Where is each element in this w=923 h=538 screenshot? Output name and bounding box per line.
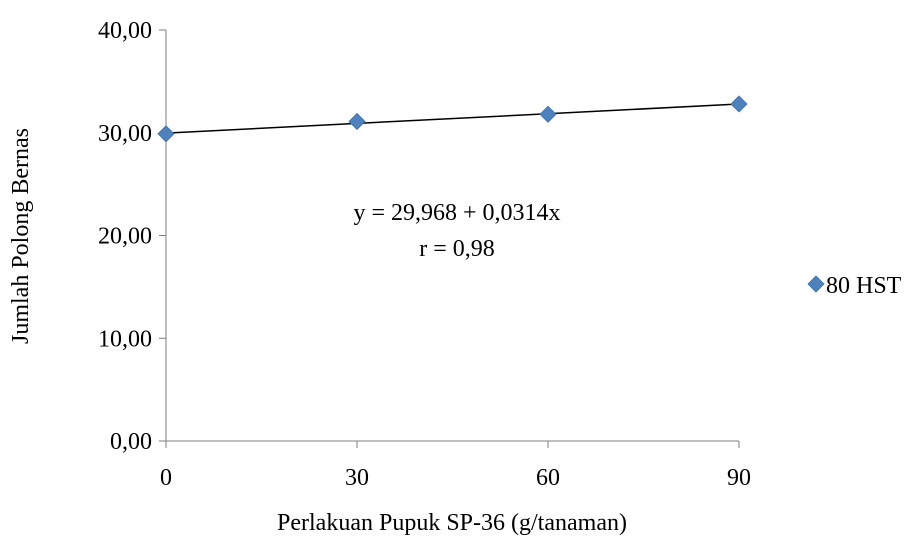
data-point-diamond — [348, 112, 366, 131]
legend: 80 HST — [807, 273, 902, 299]
r-value-annotation: r = 0,98 — [419, 236, 495, 262]
y-axis-title: Jumlah Polong Bernas — [8, 128, 34, 344]
y-tick-label: 40,00 — [98, 18, 152, 44]
x-tick-label: 30 — [345, 465, 369, 491]
legend-label: 80 HST — [826, 273, 902, 299]
data-points — [157, 95, 748, 143]
x-tick-label: 90 — [727, 465, 751, 491]
trendline — [165, 103, 740, 134]
y-axis: 0,00 10,00 20,00 30,00 40,00 — [98, 18, 167, 455]
y-tick-label: 0,00 — [110, 429, 152, 455]
x-axis: 0 30 60 90 — [160, 440, 751, 491]
equation-annotation: y = 29,968 + 0,0314x — [353, 200, 560, 226]
legend-marker-diamond-icon — [807, 275, 825, 293]
y-tick-label: 20,00 — [98, 224, 152, 250]
x-axis-title: Perlakuan Pupuk SP-36 (g/tanaman) — [277, 510, 627, 536]
data-point-diamond — [730, 95, 748, 113]
x-tick-label: 60 — [536, 465, 560, 491]
y-tick-label: 10,00 — [98, 326, 152, 352]
data-point-diamond — [539, 105, 557, 123]
data-point-diamond — [157, 125, 175, 143]
y-tick-label: 30,00 — [98, 121, 152, 147]
x-tick-label: 0 — [160, 465, 172, 491]
